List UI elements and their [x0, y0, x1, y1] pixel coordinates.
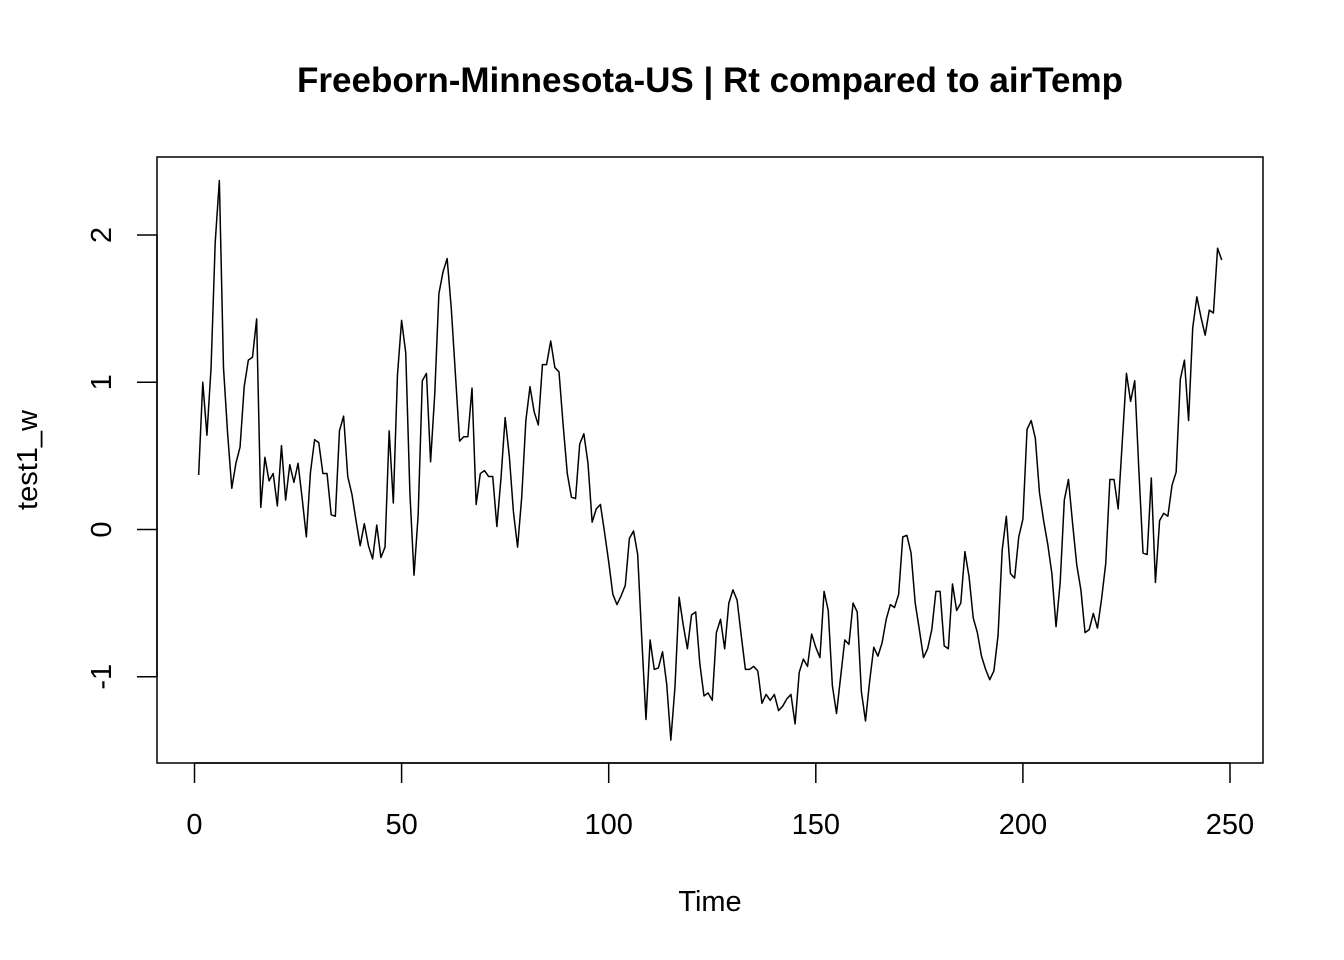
x-tick-label: 0 [186, 809, 202, 841]
y-axis: -1 0 1 2 [86, 227, 158, 690]
y-tick-label: 0 [86, 521, 118, 537]
x-tick-label: 100 [585, 809, 633, 841]
y-tick-label: -1 [86, 664, 118, 690]
y-tick-label: 1 [86, 374, 118, 390]
chart-title: Freeborn-Minnesota-US | Rt compared to a… [297, 61, 1123, 100]
series-layer [197, 179, 1223, 741]
plot-frame [156, 156, 1264, 764]
x-axis: 0 50 100 150 200 250 [186, 762, 1254, 841]
x-tick-label: 200 [999, 809, 1047, 841]
y-axis-label: test1_w [12, 409, 44, 510]
series-line-0 [197, 179, 1223, 741]
x-tick-label: 50 [385, 809, 417, 841]
x-tick-label: 150 [792, 809, 840, 841]
x-tick-label: 250 [1206, 809, 1254, 841]
y-tick-label: 2 [86, 227, 118, 243]
x-axis-label: Time [678, 886, 741, 918]
